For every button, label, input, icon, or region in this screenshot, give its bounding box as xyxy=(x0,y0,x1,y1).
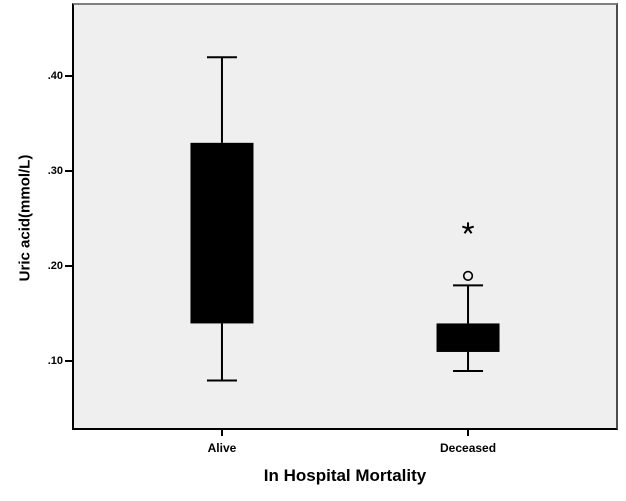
asterisk-arm xyxy=(462,225,469,230)
box-alive xyxy=(190,142,254,324)
x-category-label-deceased: Deceased xyxy=(440,441,497,455)
outlier-asterisk-icon-deceased xyxy=(462,222,475,234)
y-tick-label: .40 xyxy=(47,70,63,83)
y-tick-label: .20 xyxy=(47,260,63,273)
x-category-label-alive: Alive xyxy=(207,441,237,455)
y-tick-mark xyxy=(65,360,72,363)
y-tick-mark xyxy=(65,75,72,78)
x-tick-mark xyxy=(220,430,223,436)
y-tick-mark xyxy=(65,265,72,268)
boxplot-canvas xyxy=(190,56,500,382)
x-axis-title: In Hospital Mortality xyxy=(263,466,427,485)
y-tick-label: .10 xyxy=(47,355,63,368)
plot-area xyxy=(72,3,618,430)
y-tick-mark xyxy=(65,170,72,173)
box-deceased xyxy=(436,323,500,352)
outlier-circle-icon-deceased xyxy=(462,270,474,282)
y-tick-label: .30 xyxy=(47,165,63,178)
x-tick-mark xyxy=(467,430,470,436)
